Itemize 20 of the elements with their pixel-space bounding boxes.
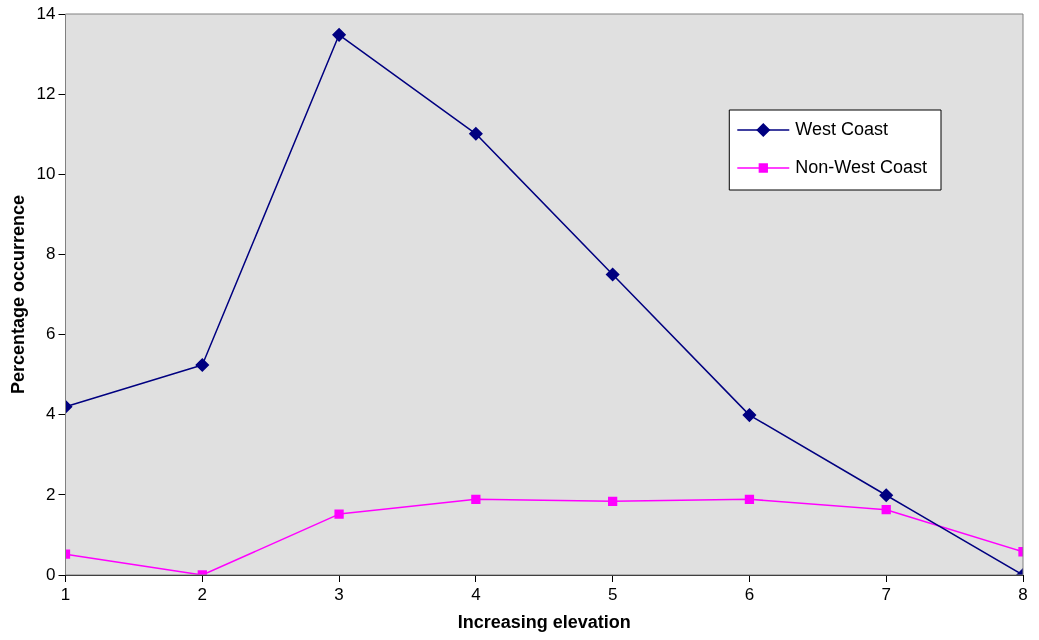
x-tick-label: 2 bbox=[197, 584, 208, 604]
x-tick-label: 8 bbox=[1018, 584, 1028, 604]
y-tick-label: 14 bbox=[36, 3, 56, 23]
legend-label: West Coast bbox=[795, 118, 888, 139]
y-tick-label: 2 bbox=[46, 484, 56, 504]
legend-label: Non-West Coast bbox=[795, 156, 928, 177]
y-tick-label: 12 bbox=[36, 83, 56, 103]
y-axis-title: Percentage occurrence bbox=[7, 194, 28, 395]
y-tick-label: 6 bbox=[46, 324, 56, 344]
y-tick-label: 8 bbox=[46, 244, 56, 264]
x-tick-label: 6 bbox=[744, 584, 755, 604]
x-tick-label: 5 bbox=[607, 584, 618, 604]
y-tick-label: 10 bbox=[36, 163, 56, 183]
x-tick-label: 7 bbox=[881, 584, 891, 604]
x-axis-title: Increasing elevation bbox=[457, 612, 631, 633]
y-tick-label: 0 bbox=[46, 564, 56, 584]
x-tick-label: 4 bbox=[471, 584, 481, 604]
x-tick-label: 1 bbox=[60, 584, 71, 604]
x-tick-label: 3 bbox=[334, 584, 344, 604]
y-tick-label: 4 bbox=[46, 404, 56, 424]
